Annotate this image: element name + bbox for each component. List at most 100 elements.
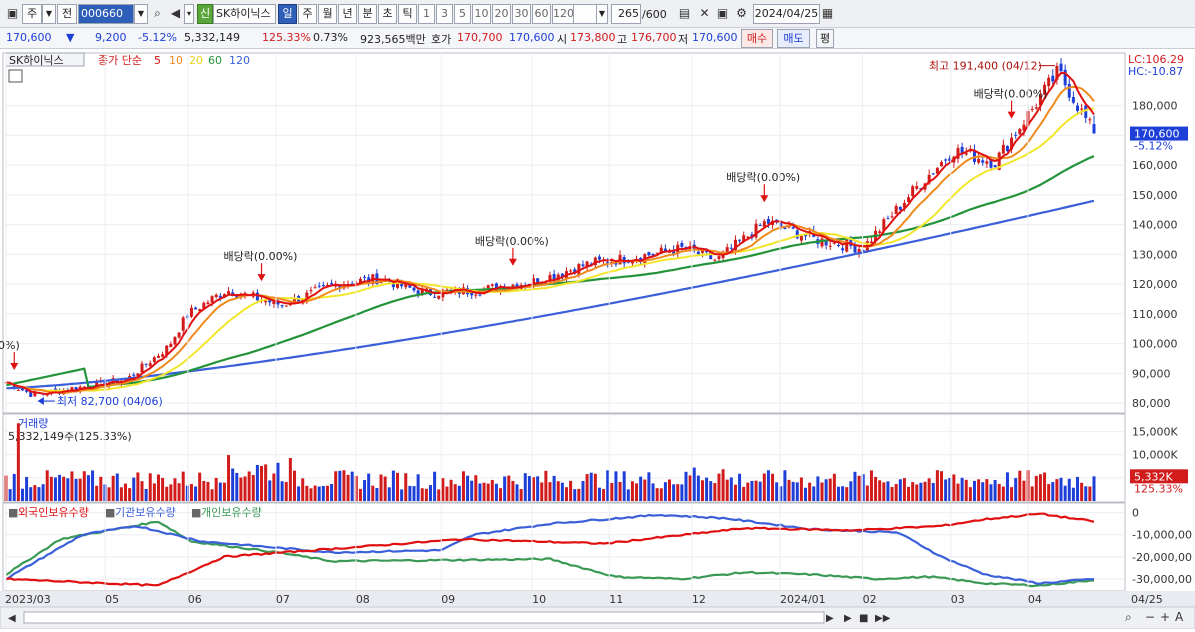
interval-tab-1[interactable]: 1 bbox=[418, 4, 435, 24]
period-select[interactable]: 주 bbox=[22, 4, 42, 24]
scroll-track[interactable] bbox=[23, 611, 825, 624]
volume-bar bbox=[173, 478, 177, 501]
candle-body bbox=[725, 247, 729, 253]
period-tab-4[interactable]: 분 bbox=[358, 4, 377, 24]
volume-bar bbox=[692, 467, 696, 501]
volume-bar bbox=[630, 481, 634, 501]
volume-bar bbox=[420, 488, 424, 501]
zoom-icon[interactable]: ⌕ bbox=[1125, 610, 1132, 624]
volume-bar bbox=[1080, 482, 1084, 501]
candle-body bbox=[148, 363, 152, 367]
volume-bar bbox=[53, 477, 57, 501]
candle-body bbox=[276, 301, 280, 305]
candle-body bbox=[128, 375, 132, 379]
candle-body bbox=[20, 388, 24, 391]
volume-bar bbox=[622, 471, 626, 501]
period-tab-5[interactable]: 초 bbox=[378, 4, 397, 24]
volume-bar bbox=[956, 483, 960, 501]
buy-button[interactable]: 매수 bbox=[741, 29, 773, 48]
candle-body bbox=[907, 197, 911, 203]
holdings-legend-0: 외국인보유수량 bbox=[18, 506, 89, 519]
volume-bar bbox=[511, 480, 515, 501]
gear-icon[interactable]: ⚙ bbox=[736, 6, 747, 20]
candle-body bbox=[25, 389, 29, 392]
candle-body bbox=[132, 374, 136, 376]
candle-body bbox=[1084, 105, 1088, 118]
zoom-in-icon[interactable]: + bbox=[1160, 610, 1170, 624]
period-tab-3[interactable]: 년 bbox=[338, 4, 357, 24]
dividend-arrow-icon bbox=[257, 274, 266, 282]
window-icon[interactable]: ▣ bbox=[6, 6, 19, 20]
text-tool-icon[interactable]: A bbox=[1175, 610, 1184, 624]
code-dropdown-icon[interactable]: ▼ bbox=[134, 4, 148, 24]
interval-tab-3[interactable]: 3 bbox=[436, 4, 453, 24]
period-tab-1[interactable]: 주 bbox=[298, 4, 317, 24]
scroll-left-icon[interactable]: ◀ bbox=[8, 613, 16, 624]
volume-bar bbox=[1067, 478, 1071, 501]
chart-tools-icon[interactable]: ▤ bbox=[678, 6, 691, 20]
volume-bar bbox=[643, 479, 647, 501]
candle-body bbox=[791, 227, 795, 229]
scroll-right-icon[interactable]: ▶ bbox=[826, 613, 834, 624]
candle-body bbox=[585, 261, 589, 268]
fast-forward-icon[interactable]: ▶▶ bbox=[875, 613, 891, 624]
candle-body bbox=[890, 216, 894, 218]
bar-count-input[interactable]: 265 bbox=[611, 4, 641, 24]
candle-body bbox=[931, 173, 935, 175]
speaker-dropdown-icon[interactable]: ▾ bbox=[184, 4, 194, 24]
interval-tab-20[interactable]: 20 bbox=[492, 4, 511, 24]
crosshair-icon[interactable]: ✕ bbox=[699, 6, 710, 20]
volume-bar bbox=[577, 488, 581, 501]
candle-body bbox=[717, 256, 721, 260]
volume-bar bbox=[49, 476, 53, 501]
blank-dropdown-icon[interactable]: ▼ bbox=[596, 4, 608, 24]
candle-body bbox=[474, 294, 478, 296]
scroll-play-icon[interactable]: ▶ bbox=[844, 613, 852, 624]
volume-bar bbox=[705, 477, 709, 501]
volume-bar bbox=[696, 475, 700, 501]
price-tick-label: 120,000 bbox=[1132, 278, 1178, 291]
candle-body bbox=[95, 381, 99, 389]
dividend-label: 배당락(0.00%) bbox=[726, 171, 800, 184]
interval-tab-10[interactable]: 10 bbox=[472, 4, 491, 24]
volume-bar bbox=[41, 484, 45, 501]
calendar-icon[interactable]: ▦ bbox=[821, 6, 834, 20]
volume-bar bbox=[729, 477, 733, 501]
volume-bar bbox=[680, 484, 684, 501]
volume-bar bbox=[288, 457, 292, 501]
volume-bar bbox=[74, 478, 78, 501]
interval-tab-60[interactable]: 60 bbox=[532, 4, 551, 24]
search-icon[interactable]: ⌕ bbox=[154, 6, 161, 20]
candle-body bbox=[985, 161, 989, 164]
period-tab-2[interactable]: 월 bbox=[318, 4, 337, 24]
prev-button[interactable]: 전 bbox=[57, 4, 77, 24]
stop-icon[interactable]: ■ bbox=[859, 613, 868, 624]
volume-bar bbox=[29, 487, 33, 501]
volume-bar bbox=[836, 486, 840, 501]
interval-tab-30[interactable]: 30 bbox=[512, 4, 531, 24]
period-tab-0[interactable]: 일 bbox=[278, 4, 297, 24]
period-tab-6[interactable]: 틱 bbox=[398, 4, 417, 24]
chevron-down-icon[interactable]: ▼ bbox=[42, 4, 56, 24]
eval-button[interactable]: 평 bbox=[816, 29, 834, 48]
volume-bar bbox=[989, 484, 993, 501]
interval-tab-5[interactable]: 5 bbox=[454, 4, 471, 24]
candle-body bbox=[1010, 137, 1014, 150]
save-icon[interactable]: ▣ bbox=[716, 6, 729, 20]
chart-area[interactable]: ◀ ▶ ▶ ■ ▶▶ ⌕ − + A SK하이닉스 종가 단순 5 10 20 … bbox=[0, 50, 1195, 630]
stock-code-input[interactable]: 000660 bbox=[78, 4, 134, 24]
table-icon[interactable] bbox=[8, 69, 23, 83]
volume-bar bbox=[161, 477, 165, 501]
sell-button[interactable]: 매도 bbox=[777, 29, 810, 48]
volume-bar bbox=[841, 486, 845, 501]
date-input[interactable]: 2024/04/25 bbox=[753, 4, 820, 24]
stock-chart[interactable]: ◀ ▶ ▶ ■ ▶▶ ⌕ − + A SK하이닉스 종가 단순 5 10 20 … bbox=[0, 50, 1195, 630]
zoom-out-icon[interactable]: − bbox=[1145, 610, 1155, 624]
volume-bar bbox=[857, 475, 861, 501]
candle-body bbox=[1034, 107, 1038, 109]
speaker-icon[interactable]: ◀ bbox=[170, 6, 181, 20]
volume-bar bbox=[832, 473, 836, 501]
candle-body bbox=[639, 257, 643, 262]
interval-tab-120[interactable]: 120 bbox=[552, 4, 574, 24]
price-tick-label: 180,000 bbox=[1132, 100, 1178, 113]
